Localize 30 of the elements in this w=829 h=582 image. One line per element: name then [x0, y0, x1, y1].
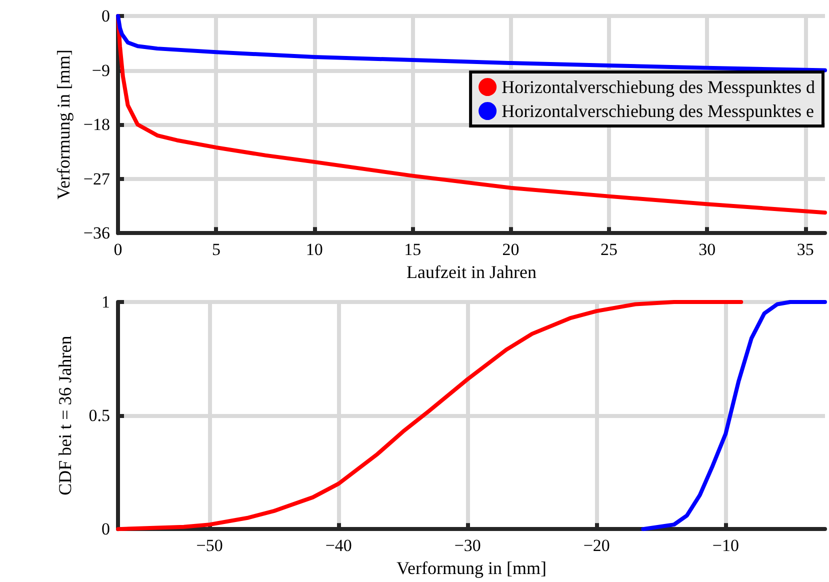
line-series [641, 300, 827, 532]
x-tick-label: 10 [306, 240, 323, 260]
x-tick-label: 35 [796, 240, 814, 260]
y-axis-title: CDF bei t = 36 Jahren [55, 336, 75, 496]
x-tick-label: 5 [212, 240, 220, 260]
x-tick-label: −10 [712, 536, 739, 556]
x-tick-label: 0 [114, 240, 122, 260]
legend-label: Horizontalverschiebung des Messpunktes e [502, 101, 814, 121]
x-tick-label: 20 [502, 240, 520, 260]
y-tick-label: −36 [83, 224, 110, 243]
x-tick-label: 25 [600, 240, 618, 260]
x-tick-label: 15 [404, 240, 422, 260]
x-tick-label: −30 [454, 536, 481, 556]
y-tick-label: −18 [83, 115, 110, 134]
y-tick-label: 0 [102, 6, 110, 26]
line-series [116, 14, 827, 72]
x-tick-label: −50 [196, 536, 223, 556]
x-axis-title: Verformung in [mm] [396, 558, 546, 578]
y-axis-title: Verformung in [mm] [54, 50, 74, 200]
x-axis-title: Laufzeit in Jahren [406, 262, 536, 282]
legend-label: Horizontalverschiebung des Messpunktes d [502, 77, 815, 97]
x-tick-label: −20 [583, 536, 610, 556]
y-tick-label: 0 [102, 520, 110, 539]
y-tick-label: 1 [102, 292, 110, 312]
y-tick-label: 0.5 [88, 406, 110, 426]
line-series [116, 300, 744, 532]
x-tick-label: 30 [698, 240, 716, 260]
y-tick-label: −27 [83, 169, 110, 188]
x-tick-label: −40 [325, 536, 352, 556]
y-tick-label: −9 [92, 60, 110, 80]
